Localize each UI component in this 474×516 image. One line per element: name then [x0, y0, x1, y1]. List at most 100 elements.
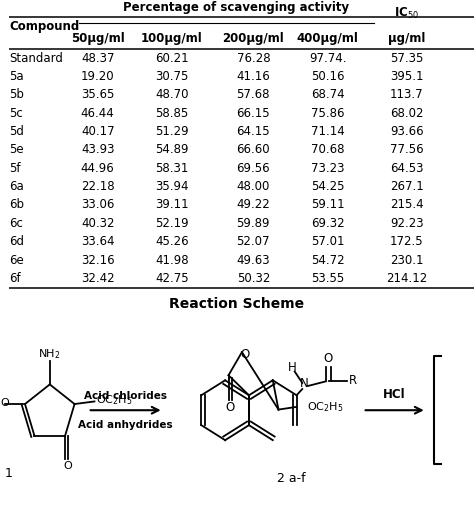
Text: 93.66: 93.66: [390, 125, 423, 138]
Text: 64.15: 64.15: [237, 125, 270, 138]
Text: IC$_{50}$: IC$_{50}$: [394, 6, 419, 21]
Text: 52.07: 52.07: [237, 235, 270, 248]
Text: 51.29: 51.29: [155, 125, 189, 138]
Text: 66.60: 66.60: [237, 143, 270, 156]
Text: 69.32: 69.32: [311, 217, 345, 230]
Text: 35.65: 35.65: [81, 88, 114, 102]
Text: 5a: 5a: [9, 70, 24, 83]
Text: $^-$O: $^-$O: [0, 396, 11, 409]
Text: 46.44: 46.44: [81, 107, 115, 120]
Text: 66.15: 66.15: [237, 107, 270, 120]
Text: 70.68: 70.68: [311, 143, 345, 156]
Text: 22.18: 22.18: [81, 180, 115, 193]
Text: 35.94: 35.94: [155, 180, 189, 193]
Text: 49.63: 49.63: [237, 253, 270, 266]
Text: 6e: 6e: [9, 253, 24, 266]
Text: 68.74: 68.74: [311, 88, 345, 102]
Text: OC$_2$H$_5$: OC$_2$H$_5$: [96, 394, 133, 407]
Text: 69.56: 69.56: [237, 162, 270, 175]
Text: O: O: [241, 348, 250, 361]
Text: 230.1: 230.1: [390, 253, 423, 266]
Text: 41.98: 41.98: [155, 253, 189, 266]
Text: O: O: [323, 352, 332, 365]
Text: 45.26: 45.26: [155, 235, 189, 248]
Text: Standard: Standard: [9, 52, 64, 65]
Text: Acid anhydrides: Acid anhydrides: [78, 420, 173, 430]
Text: Percentage of scavenging activity: Percentage of scavenging activity: [123, 1, 349, 14]
Text: 6b: 6b: [9, 199, 25, 212]
Text: 2 a-f: 2 a-f: [277, 472, 306, 486]
Text: 19.20: 19.20: [81, 70, 115, 83]
Text: 53.55: 53.55: [311, 272, 344, 285]
Text: 100μg/ml: 100μg/ml: [141, 32, 203, 45]
Text: 33.64: 33.64: [81, 235, 115, 248]
Text: 57.01: 57.01: [311, 235, 345, 248]
Text: 49.22: 49.22: [237, 199, 270, 212]
Text: 54.89: 54.89: [155, 143, 189, 156]
Text: 54.72: 54.72: [311, 253, 345, 266]
Text: 400μg/ml: 400μg/ml: [297, 32, 359, 45]
Text: 43.93: 43.93: [81, 143, 115, 156]
Text: 76.28: 76.28: [237, 52, 270, 65]
Text: 68.02: 68.02: [390, 107, 423, 120]
Text: 267.1: 267.1: [390, 180, 424, 193]
Text: 5d: 5d: [9, 125, 24, 138]
Text: O: O: [63, 461, 72, 471]
Text: 60.21: 60.21: [155, 52, 189, 65]
Text: 64.53: 64.53: [390, 162, 423, 175]
Text: 48.70: 48.70: [155, 88, 189, 102]
Text: 214.12: 214.12: [386, 272, 427, 285]
Text: 32.42: 32.42: [81, 272, 115, 285]
Text: 58.31: 58.31: [155, 162, 189, 175]
Text: 50μg/ml: 50μg/ml: [71, 32, 125, 45]
Text: Reaction Scheme: Reaction Scheme: [169, 297, 305, 311]
Text: 32.16: 32.16: [81, 253, 115, 266]
Text: R: R: [349, 374, 357, 387]
Text: O: O: [226, 401, 235, 414]
Text: 30.75: 30.75: [155, 70, 189, 83]
Text: HCl: HCl: [383, 388, 406, 401]
Text: 6a: 6a: [9, 180, 24, 193]
Text: 113.7: 113.7: [390, 88, 423, 102]
Text: H: H: [287, 361, 296, 374]
Text: 5e: 5e: [9, 143, 24, 156]
Text: 41.16: 41.16: [237, 70, 270, 83]
Text: 42.75: 42.75: [155, 272, 189, 285]
Text: NH$_2$: NH$_2$: [38, 348, 61, 361]
Text: 75.86: 75.86: [311, 107, 345, 120]
Text: 58.85: 58.85: [155, 107, 189, 120]
Text: 6c: 6c: [9, 217, 23, 230]
Text: 50.32: 50.32: [237, 272, 270, 285]
Text: Compound: Compound: [9, 20, 80, 33]
Text: OC$_2$H$_5$: OC$_2$H$_5$: [307, 400, 344, 414]
Text: Acid chlorides: Acid chlorides: [84, 391, 167, 401]
Text: 5f: 5f: [9, 162, 21, 175]
Text: 54.25: 54.25: [311, 180, 345, 193]
Text: 200μg/ml: 200μg/ml: [222, 32, 284, 45]
Text: 44.96: 44.96: [81, 162, 115, 175]
Text: 172.5: 172.5: [390, 235, 423, 248]
Text: 5b: 5b: [9, 88, 24, 102]
Text: 92.23: 92.23: [390, 217, 423, 230]
Text: 48.00: 48.00: [237, 180, 270, 193]
Text: 215.4: 215.4: [390, 199, 423, 212]
Text: N: N: [300, 377, 309, 391]
Text: μg/ml: μg/ml: [388, 32, 425, 45]
Text: 40.17: 40.17: [81, 125, 115, 138]
Text: 6d: 6d: [9, 235, 25, 248]
Text: 40.32: 40.32: [81, 217, 115, 230]
Text: 57.35: 57.35: [390, 52, 423, 65]
Text: 6f: 6f: [9, 272, 21, 285]
Text: 33.06: 33.06: [81, 199, 114, 212]
Text: 57.68: 57.68: [237, 88, 270, 102]
Text: 48.37: 48.37: [81, 52, 115, 65]
Text: 71.14: 71.14: [311, 125, 345, 138]
Text: 5c: 5c: [9, 107, 23, 120]
Text: 59.11: 59.11: [311, 199, 345, 212]
Text: 77.56: 77.56: [390, 143, 423, 156]
Text: 97.74.: 97.74.: [309, 52, 346, 65]
Text: 73.23: 73.23: [311, 162, 345, 175]
Text: 52.19: 52.19: [155, 217, 189, 230]
Text: 395.1: 395.1: [390, 70, 423, 83]
Text: 39.11: 39.11: [155, 199, 189, 212]
